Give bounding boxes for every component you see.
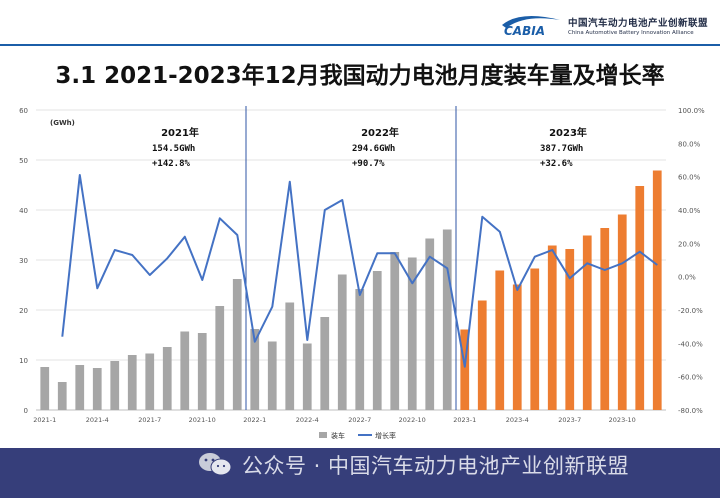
bar (390, 252, 400, 410)
bar (355, 289, 365, 410)
y2-tick-label: 80.0% (678, 140, 701, 148)
annotation-year: 2022年 (361, 126, 399, 139)
cabia-logo: CABIA 中国汽车动力电池产业创新联盟 China Automotive Ba… (500, 12, 708, 38)
legend-label-bar: 装车 (331, 431, 345, 440)
bar (285, 302, 295, 410)
y2-tick-label: -20.0% (678, 307, 703, 315)
bar (530, 268, 540, 410)
cabia-logo-icon: CABIA (501, 16, 560, 38)
bar (180, 331, 190, 410)
y-tick-label: 0 (24, 407, 28, 415)
bar (372, 271, 382, 410)
y-tick-label: 20 (19, 307, 28, 315)
annotation-growth: +32.6% (540, 159, 573, 169)
logo-mark-text: CABIA (504, 24, 545, 38)
bar (617, 214, 627, 410)
bar (145, 353, 155, 410)
y2-tick-label: -60.0% (678, 374, 703, 382)
annotation-year: 2023年 (549, 126, 587, 139)
x-tick-label: 2021-7 (138, 416, 161, 424)
annotation-total: 294.6GWh (352, 144, 395, 154)
bar (495, 270, 505, 410)
bar (652, 170, 662, 410)
x-tick-label: 2021-1 (33, 416, 56, 424)
bar (407, 257, 417, 410)
x-tick-label: 2021-4 (86, 416, 109, 424)
x-tick-label: 2021-10 (189, 416, 216, 424)
bar (460, 329, 470, 410)
battery-installation-chart: 0 10 20 30 40 50 60 -80.0% -60.0% -40.0% -20.0% 0.0… (19, 106, 705, 440)
annotation-growth: +142.8% (152, 159, 191, 169)
logo-chinese-name: 中国汽车动力电池产业创新联盟 (567, 17, 708, 29)
x-tick-label: 2022-7 (348, 416, 371, 424)
logo-english-name: China Automotive Battery Innovation Alli… (567, 29, 694, 36)
bar (57, 382, 67, 410)
header-rule (0, 44, 720, 46)
legend-swatch-bar (319, 432, 327, 438)
bar (110, 361, 120, 410)
bar (302, 343, 312, 410)
annotation-year: 2021年 (161, 126, 199, 139)
y2-tick-label: -80.0% (678, 407, 703, 415)
y2-tick-label: 20.0% (678, 240, 701, 248)
bar (425, 238, 435, 410)
x-tick-label: 2023-7 (558, 416, 581, 424)
footer-watermark-text: 公众号 · 中国汽车动力电池产业创新联盟 (242, 454, 630, 478)
bar (75, 365, 85, 410)
bar (250, 329, 260, 410)
x-tick-label: 2023-1 (453, 416, 476, 424)
bar (442, 229, 452, 410)
y-tick-label: 60 (19, 107, 28, 115)
y2-tick-label: 40.0% (678, 207, 701, 215)
x-tick-label: 2022-1 (243, 416, 266, 424)
y2-tick-label: 0.0% (678, 274, 696, 282)
bar (512, 284, 522, 410)
x-tick-label: 2022-10 (399, 416, 426, 424)
unit-label: (GWh) (50, 119, 75, 127)
bar (547, 245, 557, 410)
bar (565, 249, 575, 410)
x-tick-label: 2022-4 (296, 416, 319, 424)
y-tick-label: 40 (19, 207, 28, 215)
bar (127, 355, 137, 410)
bar (600, 228, 610, 410)
y2-tick-label: -40.0% (678, 340, 703, 348)
bar (337, 274, 347, 410)
bar (635, 186, 645, 410)
bar (320, 317, 330, 410)
y-tick-label: 30 (19, 257, 28, 265)
x-tick-label: 2023-4 (506, 416, 529, 424)
slide-title: 3.1 2021-2023年12月我国动力电池月度装车量及增长率 (55, 63, 665, 89)
y-tick-label: 10 (19, 357, 28, 365)
annotation-total: 387.7GWh (540, 144, 583, 154)
header: CABIA 中国汽车动力电池产业创新联盟 China Automotive Ba… (0, 0, 720, 52)
bar (232, 279, 242, 410)
bar (582, 235, 592, 410)
bar (40, 367, 50, 410)
y2-tick-label: 100.0% (678, 107, 705, 115)
y-tick-label: 50 (19, 157, 28, 165)
y2-tick-label: 60.0% (678, 174, 701, 182)
bar (92, 368, 102, 410)
annotation-total: 154.5GWh (152, 144, 195, 154)
legend-label-line: 增长率 (375, 431, 396, 440)
bar (267, 341, 277, 410)
bar (477, 300, 487, 410)
bar (215, 306, 225, 410)
footer-bar (0, 448, 720, 498)
wechat-icon (199, 453, 232, 476)
bar (197, 333, 207, 410)
annotation-growth: +90.7% (352, 159, 385, 169)
growth-rate-line (61, 174, 658, 368)
bar (162, 347, 172, 410)
x-tick-label: 2023-10 (609, 416, 636, 424)
